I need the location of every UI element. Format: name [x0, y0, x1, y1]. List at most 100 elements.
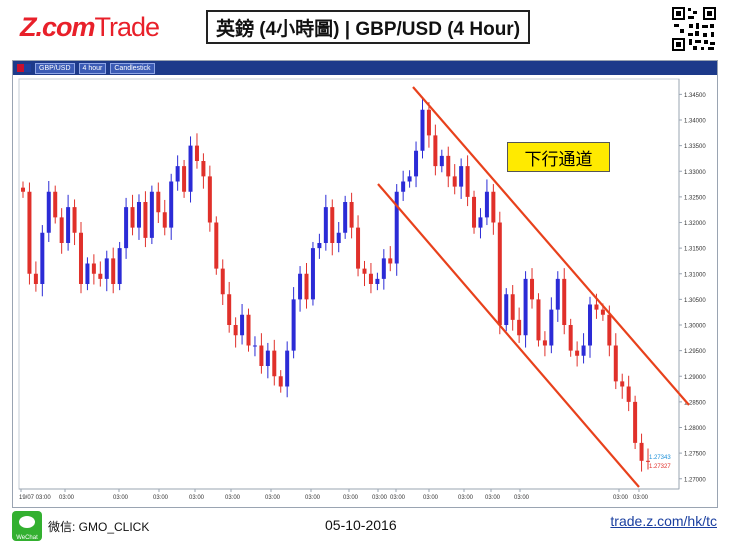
x-tick-label: 03:00 [458, 495, 474, 501]
candle-body [27, 191, 32, 274]
y-tick-label: 1.29000 [684, 375, 706, 381]
y-tick-label: 1.30500 [684, 298, 706, 304]
candle-body [272, 350, 277, 377]
candle-body [304, 273, 309, 300]
candle-body [265, 350, 270, 366]
candle-body [214, 222, 219, 269]
candle-body [124, 207, 129, 249]
candle-body [46, 191, 51, 233]
logo-brand: Z.com [20, 12, 96, 42]
upper-channel-line [412, 86, 690, 406]
candle-body [459, 166, 464, 187]
candle-body [66, 207, 71, 243]
candle-body [639, 442, 644, 461]
candle-body [600, 309, 605, 315]
candle-body [72, 207, 77, 233]
candle-body [530, 278, 535, 300]
candle-body [517, 319, 522, 336]
candle-body [143, 202, 148, 238]
symbol-selector[interactable]: GBP/USD [35, 62, 75, 74]
wechat-icon: WeChat [12, 511, 42, 541]
uk-flag-icon [17, 64, 31, 72]
chart-style-selector[interactable]: Candlestick [110, 62, 155, 74]
candle-body [555, 278, 560, 310]
candle-body [91, 263, 96, 274]
candle-body [613, 345, 618, 382]
candle-body [149, 191, 154, 238]
price-label: 1.27327 [649, 464, 671, 470]
candle-body [278, 376, 283, 387]
x-tick-label: 19/07 03:00 [19, 495, 51, 501]
candle-body [343, 202, 348, 233]
y-tick-label: 1.29500 [684, 349, 706, 355]
candle-body [117, 248, 122, 284]
candle-body [259, 345, 264, 366]
website-link[interactable]: trade.z.com/hk/tc [610, 513, 717, 529]
x-tick-label: 03:00 [343, 495, 359, 501]
y-tick-label: 1.28000 [684, 426, 706, 432]
candle-body [220, 268, 225, 295]
report-date: 05-10-2016 [325, 517, 397, 533]
x-tick-label: 03:00 [113, 495, 129, 501]
candle-body [252, 345, 257, 347]
candle-body [523, 278, 528, 336]
candle-body [575, 350, 580, 356]
candle-body [562, 278, 567, 325]
candle-body [182, 166, 187, 192]
lower-channel-line [377, 183, 640, 488]
price-label: 1.27343 [649, 455, 671, 461]
candle-body [246, 314, 251, 346]
candle-body [465, 166, 470, 197]
candle-body [78, 232, 83, 284]
candle-body [388, 258, 393, 264]
candle-body [620, 381, 625, 387]
candle-body [285, 350, 290, 387]
logo-suffix: Trade [94, 12, 161, 42]
interval-selector[interactable]: 4 hour [78, 62, 107, 74]
candle-body [356, 227, 361, 269]
candle-body [156, 191, 161, 213]
x-tick-label: 03:00 [372, 495, 388, 501]
chart-frame: GBP/USD 4 hour Candlestick 1.34500 1.3400… [12, 60, 718, 508]
candle-body [420, 109, 425, 151]
candle-body [53, 191, 58, 218]
candle-body [98, 273, 103, 279]
y-tick-label: 1.34500 [684, 93, 706, 99]
candle-body [349, 202, 354, 228]
candle-body [581, 345, 586, 356]
candle-body [111, 258, 116, 284]
candle-body [426, 109, 431, 136]
candle-body [21, 187, 25, 192]
candle-body [607, 314, 612, 346]
candle-body [40, 232, 45, 284]
gbpusd-candlestick-chart: 1.34500 1.34000 1.33500 1.33000 1.32500 1.320… [18, 78, 706, 501]
candle-body [401, 181, 406, 192]
page-title: 英鎊 (4小時圖) | GBP/USD (4 Hour) [206, 10, 530, 44]
x-tick-label: 03:00 [189, 495, 205, 501]
candle-body [330, 207, 335, 243]
candle-body [194, 145, 199, 161]
candle-body [497, 222, 502, 325]
candle-body [446, 155, 451, 177]
candle-body [510, 294, 515, 320]
y-tick-label: 1.27000 [684, 477, 706, 483]
wechat-id: 微信: GMO_CLICK [48, 520, 150, 534]
x-tick-label: 03:00 [633, 495, 649, 501]
y-tick-label: 1.28500 [684, 400, 706, 406]
x-tick-label: 03:00 [153, 495, 169, 501]
x-tick-label: 03:00 [59, 495, 75, 501]
candle-body [175, 166, 180, 182]
candle-body [452, 176, 457, 187]
candle-body [594, 304, 599, 310]
candle-body [207, 176, 212, 223]
candle-body [536, 299, 541, 341]
candle-body [491, 191, 496, 223]
y-tick-label: 1.33500 [684, 144, 706, 150]
candle-body [368, 273, 373, 284]
candle-body [298, 273, 303, 300]
candle-body [162, 212, 167, 228]
candle-body [362, 268, 367, 274]
candle-body [478, 217, 483, 228]
candle-body [85, 263, 90, 284]
y-tick-label: 1.32000 [684, 221, 706, 227]
